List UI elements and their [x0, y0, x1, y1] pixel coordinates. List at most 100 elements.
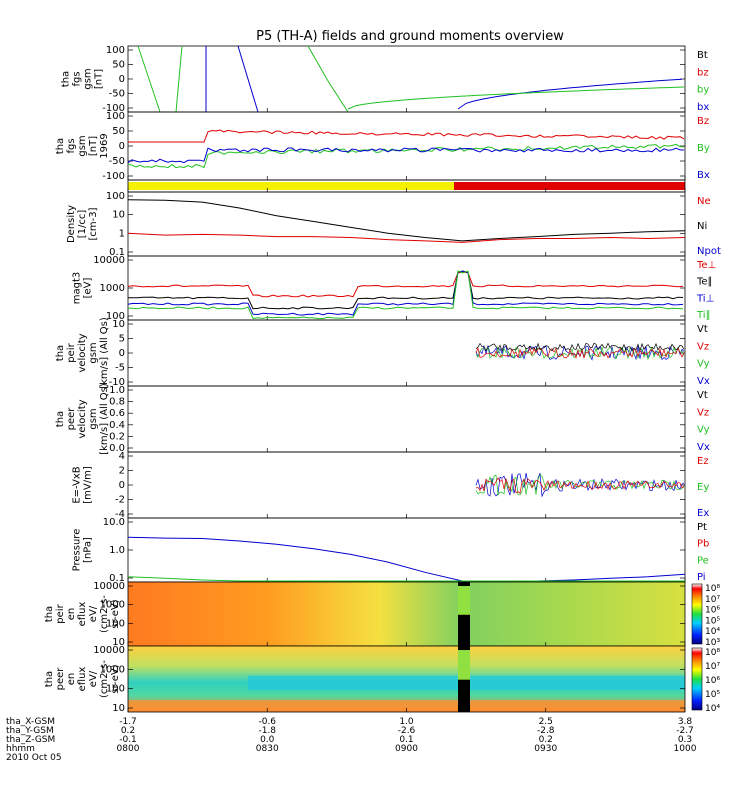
axis-label: eV/: [88, 605, 99, 622]
series-line: [475, 342, 685, 352]
legend-entry: Vx: [697, 376, 710, 387]
ytick-label: 1000: [100, 664, 125, 675]
ytick-label: 10.0: [103, 517, 125, 528]
xaxis-value: -2.8: [537, 726, 555, 736]
legend-entry: Ne: [697, 196, 711, 207]
series-line: [127, 271, 684, 298]
ytick-label: 1.0: [109, 545, 125, 556]
colorbar-label: 10⁵: [705, 616, 720, 626]
xaxis-value: 0.1: [399, 735, 413, 745]
legend-entry: By: [697, 143, 710, 154]
ytick-label: -50: [109, 89, 125, 100]
ytick-label: 100: [106, 111, 125, 122]
panel-bar: [127, 179, 686, 193]
xaxis-value: 0830: [256, 744, 279, 754]
axis-label: [km/s] (All Qs): [99, 383, 110, 455]
legend-entry: Pb: [697, 539, 709, 550]
colorbar-label: 10⁷: [705, 595, 720, 605]
axis-label: velocity: [77, 399, 88, 438]
legend-entry: Vt: [697, 324, 708, 335]
axis-label: fgs: [72, 71, 83, 86]
series-line: [127, 147, 685, 164]
legend-entry: bz: [697, 67, 709, 78]
ytick-label: 0: [119, 74, 125, 85]
axis-label: [1/cc]: [77, 210, 88, 239]
axis-label: [nT]: [94, 69, 105, 89]
ytick-label: -4: [115, 509, 125, 520]
axis-label: [mV/m]: [83, 466, 94, 504]
axis-label: peer: [55, 667, 66, 691]
series-line: [127, 270, 684, 320]
axis-label: (cm2-s-: [99, 660, 110, 698]
axis-label: tha: [44, 671, 55, 687]
ytick-label: 1: [119, 228, 125, 239]
xaxis-row-label: tha_Z-GSM: [6, 735, 55, 745]
axis-label: [km/s] (All Qs): [99, 317, 110, 389]
panel-fgs: 100 50 0 -50 -100 tha fgs gsm [nT] Bt bz by bx: [61, 45, 710, 114]
ytick-label: 1.0: [109, 385, 125, 396]
xaxis-value: 1.0: [399, 717, 414, 727]
series-line: [175, 45, 183, 113]
series-line: [475, 345, 685, 361]
legend-entry: Pe: [697, 555, 709, 566]
legend-entry: Bx: [697, 170, 710, 181]
ytick-label: 0.0: [109, 443, 125, 454]
xaxis-value: 0.2: [121, 726, 135, 736]
ytick-label: -50: [109, 156, 125, 167]
xaxis-value: 0.2: [539, 735, 553, 745]
panel-frame: [127, 385, 686, 453]
series-line: [127, 232, 686, 243]
colorbar-label: 10⁸: [705, 584, 720, 594]
bar-yellow: [128, 182, 454, 190]
ytick-label: 0.1: [109, 247, 125, 258]
axis-label: velocity: [77, 333, 88, 372]
axis-label: tha: [55, 345, 66, 361]
ytick-label: 100: [106, 311, 125, 322]
ytick-label: -10: [109, 377, 125, 388]
xaxis-value: 1000: [674, 744, 697, 754]
axis-label: eV/: [88, 670, 99, 687]
legend-entry: Bt: [697, 50, 708, 61]
xaxis-value: -1.7: [119, 717, 137, 727]
ytick-label: 100: [106, 191, 125, 202]
legend-entry: Vy: [697, 425, 710, 436]
ytick-label: 10: [112, 319, 125, 330]
legend-entry: Te∥: [696, 277, 713, 288]
legend-entry: by: [697, 85, 709, 96]
axis-label: 1969: [99, 133, 110, 158]
legend-entry: Te⊥: [696, 260, 716, 271]
colorbar-label: 10⁶: [705, 606, 720, 616]
colorbar-label: 10⁶: [705, 676, 720, 686]
legend-entry: bx: [697, 102, 709, 113]
axis-label: gsm: [77, 135, 88, 156]
xaxis-value: 0.3: [678, 735, 692, 745]
axis-label: [nPa]: [83, 537, 94, 563]
ytick-label: 100: [106, 618, 125, 629]
series-line: [127, 270, 684, 310]
colorbar-label: 10⁵: [705, 690, 720, 700]
xaxis-value: 0930: [534, 744, 557, 754]
ytick-label: 5: [119, 334, 125, 345]
ytick-label: 50: [112, 126, 125, 137]
legend-entry: Vz: [697, 341, 709, 352]
plot-title: P5 (TH-A) fields and ground moments over…: [256, 29, 564, 44]
axis-label: (cm2-s-: [99, 595, 110, 633]
colorbar: [691, 583, 703, 645]
axis-label: tha: [55, 138, 66, 154]
ytick-label: 0.4: [109, 420, 125, 431]
ytick-label: 50: [112, 60, 125, 71]
axis-label: fgs: [66, 138, 77, 153]
series-line: [127, 536, 686, 582]
ytick-label: 100: [106, 45, 125, 56]
spectrogram: [128, 582, 685, 646]
panel-peer_spec: 10⁸ 10⁷ 10⁶ 10⁵ 10⁴ 10000 1000 100 10 tha peer en ef…: [44, 645, 720, 714]
panel-frame: [127, 517, 686, 583]
data-gap-fill: [458, 586, 470, 615]
axis-label: sr-eV): [110, 599, 121, 628]
axis-label: Pressure: [72, 529, 83, 572]
ytick-label: -2: [115, 495, 125, 506]
ytick-label: 10000: [93, 581, 125, 592]
axis-label: E=-VxB: [72, 466, 83, 503]
ytick-label: 10000: [93, 645, 125, 656]
